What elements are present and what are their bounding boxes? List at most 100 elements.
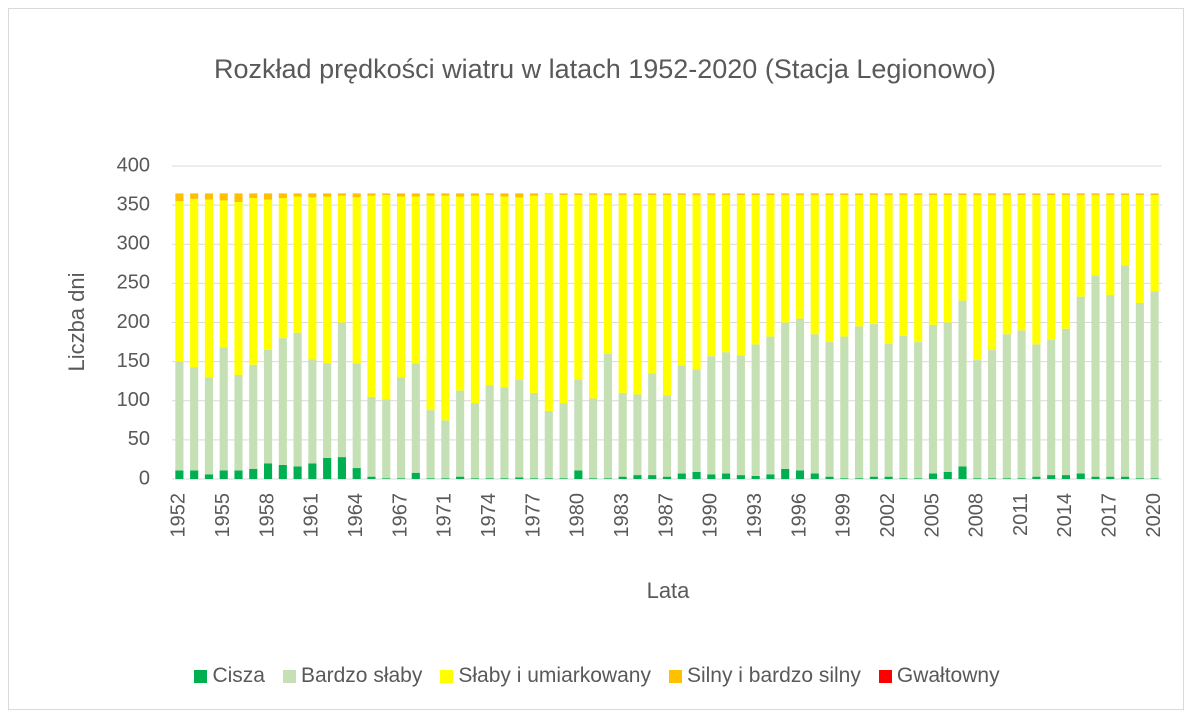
bar-segment [855, 193, 864, 195]
bar-segment [1002, 194, 1011, 335]
bar-segment [928, 193, 938, 195]
x-tick-label: 1983 [611, 493, 633, 538]
bar-segment [766, 194, 775, 337]
y-tick-label: 300 [117, 233, 150, 255]
bar-segment [707, 193, 716, 195]
legend-label: Silny i bardzo silny [686, 664, 861, 687]
y-tick-label: 200 [117, 311, 150, 333]
bar-segment [840, 336, 849, 479]
bar-segment [795, 470, 805, 479]
bar-segment [456, 476, 465, 479]
legend-swatch [194, 669, 208, 683]
y-tick-label: 0 [139, 467, 150, 489]
bar-segment [411, 472, 420, 479]
x-tick-label: 2002 [877, 493, 899, 538]
bar-segment [766, 336, 775, 475]
x-tick-label: 2005 [921, 493, 943, 538]
bar-segment [293, 332, 302, 467]
bar-segment [500, 193, 509, 197]
bar-segment [234, 470, 243, 479]
bar-segment [1135, 193, 1144, 195]
bar-segment [825, 476, 834, 479]
bar-segment [278, 464, 287, 479]
bar-segment [515, 379, 524, 478]
y-tick-label: 400 [117, 154, 150, 176]
bar-segment [722, 194, 731, 353]
bar-segment [515, 477, 524, 479]
x-tick-label: 1952 [168, 493, 190, 538]
bar-segment [1091, 275, 1100, 477]
bar-segment [204, 193, 214, 200]
legend-item: Gwałtowny [878, 664, 1000, 688]
bar-segment [529, 392, 539, 479]
bar-segment [293, 196, 302, 333]
bar-segment [411, 363, 420, 473]
bar-segment [751, 475, 760, 479]
bar-segment [456, 193, 465, 197]
legend-item: Słaby i umiarkowany [440, 664, 651, 688]
bar-segment [869, 194, 878, 325]
legend-label: Cisza [212, 664, 265, 687]
bar-segment [825, 342, 834, 477]
bar-segment [352, 363, 361, 469]
bar-segment [337, 322, 346, 458]
bar-segment [396, 196, 406, 378]
bar-segment [263, 463, 273, 479]
bar-segment [973, 193, 982, 195]
bar-segment [544, 194, 553, 411]
bar-segment [470, 193, 479, 196]
bar-segment [1061, 475, 1071, 479]
legend-label: Gwałtowny [896, 664, 1000, 687]
bar-segment [219, 347, 228, 471]
bar-segment [308, 193, 317, 198]
bar-segment [190, 470, 199, 479]
bar-segment [662, 476, 672, 479]
legend: Cisza Bardzo słaby Słaby i umiarkowany Siln… [0, 664, 1194, 688]
bar-segment [1017, 478, 1026, 479]
bar-segment [1061, 193, 1071, 195]
bar-segment [1076, 473, 1085, 479]
bar-segment [219, 193, 228, 201]
x-tick-label: 2017 [1099, 493, 1121, 538]
bar-segment [648, 475, 657, 479]
bar-segment [810, 473, 819, 479]
legend-swatch [440, 669, 454, 683]
bar-segment [869, 324, 878, 477]
bar-segment [914, 194, 923, 343]
bar-segment [559, 478, 568, 479]
bar-segment [603, 193, 612, 195]
x-tick-label: 1961 [301, 493, 323, 538]
legend-label: Słaby i umiarkowany [458, 664, 651, 687]
bar-segment [249, 198, 258, 365]
bar-segment [677, 365, 686, 474]
bar-segment [352, 468, 361, 479]
bar-segment [958, 300, 967, 467]
bar-segment [1032, 344, 1041, 477]
bar-segment [175, 470, 184, 479]
bar-segment [633, 475, 642, 479]
bar-segment [1106, 295, 1115, 477]
bar-segment [1106, 193, 1115, 195]
bar-segment [1120, 265, 1130, 477]
bar-segment [323, 193, 332, 197]
legend-swatch [668, 669, 682, 683]
x-tick-label: 1987 [655, 493, 677, 538]
bar-segment [810, 193, 819, 195]
bar-segment [204, 199, 214, 378]
bar-segment [973, 360, 982, 479]
x-tick-label: 1977 [522, 493, 544, 538]
bar-segment [914, 342, 923, 479]
bar-segment [869, 476, 878, 479]
bar-segment [884, 193, 893, 195]
x-tick-label: 2008 [966, 493, 988, 538]
bar-segment [707, 356, 716, 475]
bar-segment [648, 193, 657, 195]
bar-segment [308, 197, 317, 360]
bar-segment [1047, 475, 1056, 479]
x-tick-label: 1964 [345, 493, 367, 538]
x-tick-label: 2020 [1143, 493, 1165, 538]
x-tick-label: 1980 [567, 493, 589, 538]
bar-segment [175, 361, 184, 471]
bar-segment [736, 194, 745, 356]
